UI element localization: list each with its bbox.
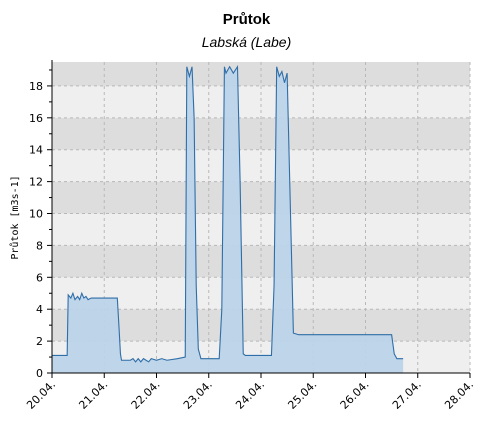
y-tick-label: 10: [29, 208, 43, 221]
y-tick-label: 12: [29, 176, 43, 189]
grid-band: [52, 62, 470, 86]
y-tick-label: 14: [29, 144, 43, 157]
x-tick-label: 28.04.: [442, 378, 476, 412]
chart-subtitle: Labská (Labe): [201, 34, 292, 50]
x-tick-label: 23.04.: [181, 378, 215, 412]
x-tick-label: 22.04.: [129, 378, 163, 412]
y-tick-label: 0: [36, 367, 43, 380]
y-tick-label: 16: [29, 112, 43, 125]
series-area: [52, 66, 404, 374]
y-tick-label: 18: [29, 80, 43, 93]
x-tick-label: 27.04.: [390, 378, 424, 412]
y-axis-label: Průtok [m3s-1]: [9, 175, 21, 259]
grid-band: [52, 85, 470, 118]
x-tick-label: 25.04.: [285, 378, 319, 412]
series-line: [52, 65, 404, 363]
x-tick-label: 20.04.: [24, 378, 58, 412]
y-tick-label: 2: [36, 335, 43, 348]
y-tick-label: 8: [36, 239, 43, 252]
x-tick-label: 24.04.: [233, 378, 267, 412]
y-tick-label: 4: [36, 303, 43, 316]
x-tick-label: 21.04.: [76, 378, 110, 412]
x-tick-label: 26.04.: [338, 378, 372, 412]
y-tick-label: 6: [36, 271, 43, 284]
chart-title: Průtok: [222, 11, 271, 28]
